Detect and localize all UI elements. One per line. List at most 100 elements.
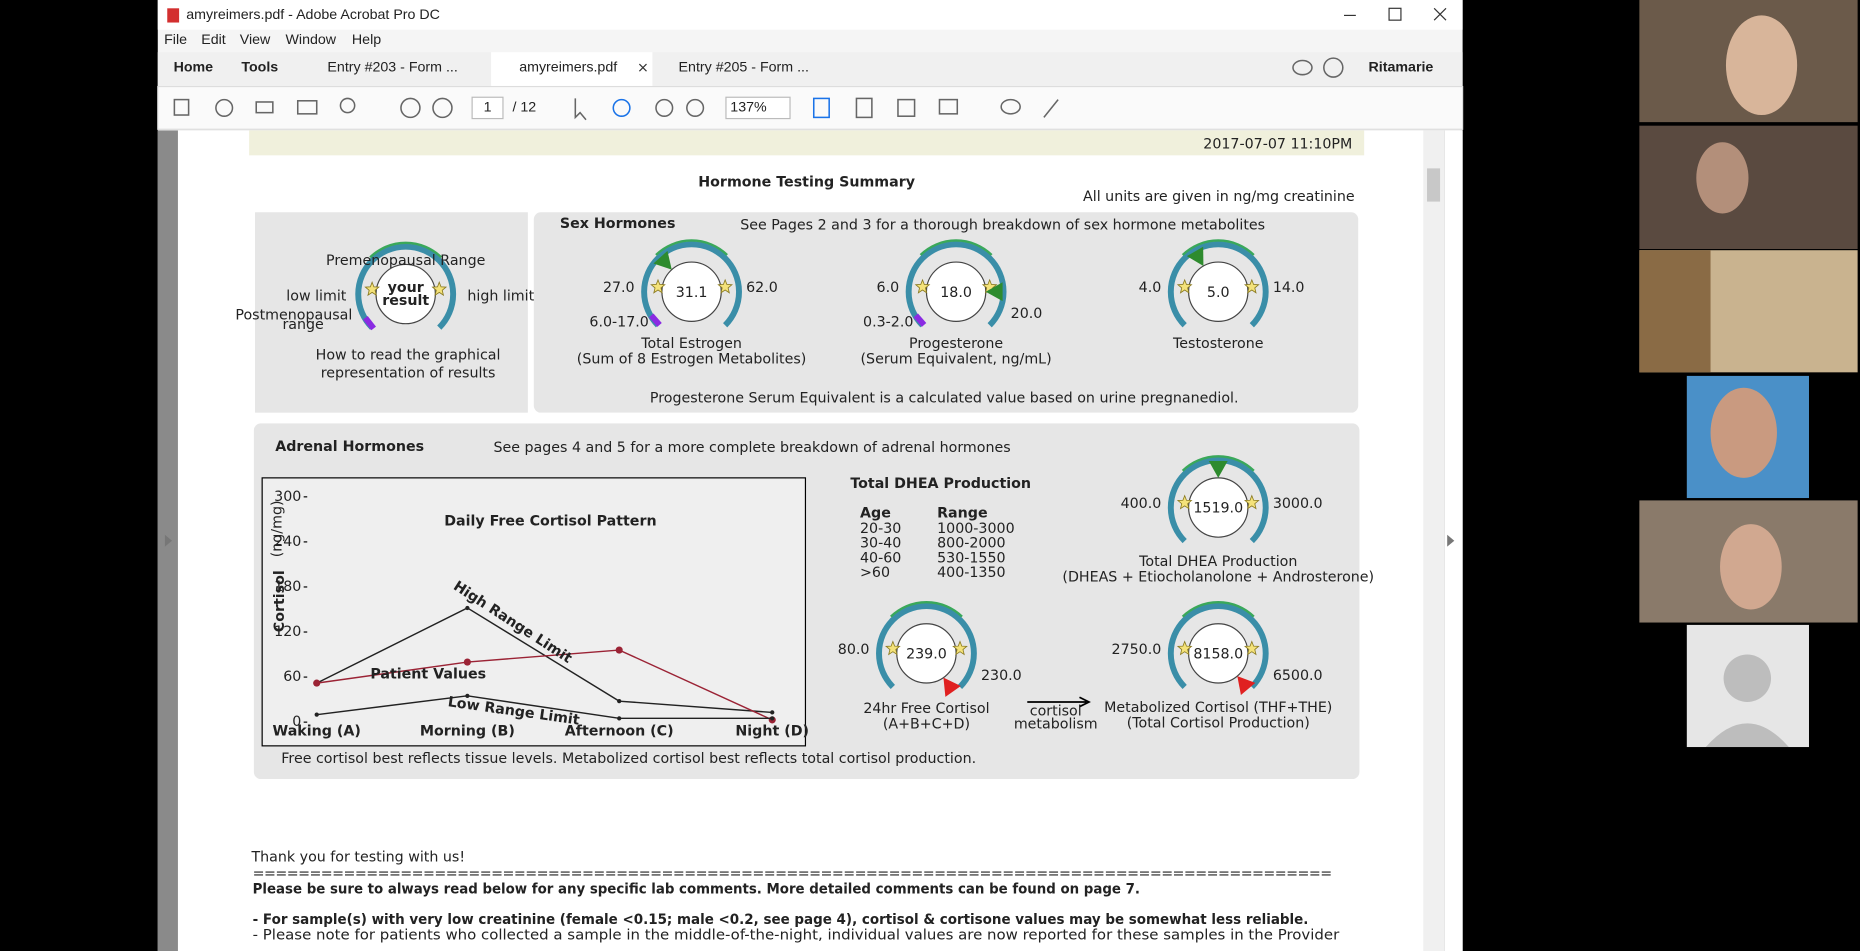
table-cell: 400-1350 (937, 565, 1005, 581)
closing-line: - Please note for patients who collected… (253, 928, 1340, 944)
table-cell: >60 (860, 565, 890, 581)
gauge-sub: (Total Cortisol Production) (1127, 715, 1310, 731)
data-point (770, 710, 774, 714)
post-range: 0.3-2.0 (863, 315, 913, 331)
gauge-sub: (DHEAS + Etiocholanolone + Androsterone) (1062, 569, 1374, 585)
table-cell: 530-1550 (937, 550, 1005, 566)
gauge-name: 24hr Free Cortisol (863, 701, 989, 717)
gauge-low: 27.0 (603, 280, 635, 296)
legend-post: range (282, 317, 323, 333)
legend-range: Premenopausal Range (326, 253, 485, 269)
home-tab[interactable]: Home (174, 59, 214, 75)
data-point (464, 659, 471, 666)
zoom-level: 137% (730, 100, 767, 116)
gauge-low: 6.0 (877, 280, 900, 296)
gauge-high: 3000.0 (1273, 496, 1323, 512)
participant (1711, 388, 1777, 478)
table-header: Age (860, 505, 891, 521)
gauge-high: 14.0 (1273, 280, 1305, 296)
section-subtitle: See pages 4 and 5 for a more complete br… (493, 440, 1010, 456)
section-note: Progesterone Serum Equivalent is a calcu… (650, 390, 1239, 406)
gauge-name: Progesterone (909, 336, 1003, 352)
units-note: All units are given in ng/mg creatinine (1083, 189, 1355, 205)
data-point (313, 680, 320, 687)
gauge-high: 20.0 (1011, 306, 1043, 322)
section-subtitle: See Pages 2 and 3 for a thorough breakdo… (740, 217, 1265, 233)
x-tick-label: Waking (A) (273, 724, 361, 740)
doc-title: Hormone Testing Summary (698, 175, 915, 191)
gauge-sub: (Sum of 8 Estrogen Metabolites) (577, 351, 807, 367)
gauge-value: 31.1 (676, 285, 708, 301)
participant (1720, 524, 1782, 609)
participant (1696, 142, 1748, 213)
y-tick-label: 60 (283, 669, 301, 685)
data-point (617, 699, 621, 703)
legend-low: low limit (286, 288, 347, 304)
gauge-value: 5.0 (1207, 285, 1230, 301)
gauge-high: 230.0 (981, 668, 1022, 684)
x-tick-label: Afternoon (C) (565, 724, 674, 740)
gauge-value: 1519.0 (1193, 501, 1243, 517)
table-cell: 30-40 (860, 536, 901, 552)
header-band (249, 130, 1364, 155)
table-cell: 20-30 (860, 521, 901, 537)
legend-center: result (382, 293, 429, 309)
y-tick-label: 180 (274, 579, 301, 595)
data-point (617, 716, 621, 720)
gauge-high: 6500.0 (1273, 668, 1323, 684)
table-title: Total DHEA Production (850, 476, 1031, 492)
data-point (315, 712, 319, 716)
scroll-thumb[interactable] (1427, 168, 1440, 201)
tools-tab[interactable]: Tools (241, 59, 278, 75)
avatar-head (1724, 655, 1771, 702)
menu-item[interactable]: File (164, 32, 187, 48)
page-count: / 12 (512, 100, 536, 116)
closing-line: - For sample(s) with very low creatinine… (253, 912, 1309, 928)
gauge-value: 239.0 (906, 647, 947, 663)
app-icon (167, 8, 179, 22)
table-cell: 800-2000 (937, 536, 1005, 552)
menu-item[interactable]: Window (285, 32, 336, 48)
user-name[interactable]: Ritamarie (1369, 59, 1434, 75)
section-title: Adrenal Hormones (275, 439, 424, 455)
gauge-high: 62.0 (746, 280, 778, 296)
gauge-value: 8158.0 (1193, 647, 1243, 663)
y-tick-label: 120 (274, 624, 301, 640)
table-cell: 1000-3000 (937, 521, 1015, 537)
gauge-low: 80.0 (838, 642, 870, 658)
data-point (770, 716, 774, 720)
video-tile[interactable] (1639, 126, 1857, 249)
y-tick-label: 240 (274, 534, 301, 550)
document-tab[interactable]: amyreimers.pdf (519, 59, 617, 75)
door (1639, 250, 1710, 372)
document-tab[interactable]: Entry #205 - Form ... (679, 59, 809, 75)
gauge-low: 2750.0 (1112, 642, 1162, 658)
arrow-label: metabolism (1014, 717, 1098, 733)
menu-item[interactable]: View (240, 32, 271, 48)
series-label: Patient Values (370, 667, 486, 683)
data-point (616, 646, 623, 653)
table-cell: 40-60 (860, 550, 901, 566)
window-title: amyreimers.pdf - Adobe Acrobat Pro DC (186, 7, 440, 23)
scrollbar[interactable] (1423, 130, 1444, 951)
closing-line: Please be sure to always read below for … (253, 881, 1140, 897)
menu-item[interactable]: Help (352, 32, 381, 48)
gauge-low: 400.0 (1121, 496, 1162, 512)
legend-high: high limit (467, 288, 534, 304)
gauge-value: 18.0 (940, 285, 972, 301)
menu-item[interactable]: Edit (201, 32, 226, 48)
participant (1726, 15, 1797, 115)
y-tick-label: 300 (274, 489, 301, 505)
page-number: 1 (484, 100, 492, 116)
document-tab[interactable]: Entry #203 - Form ... (327, 59, 457, 75)
gauge-name: Testosterone (1172, 336, 1263, 352)
gauge-name: Total Estrogen (640, 336, 742, 352)
legend-caption: representation of results (321, 366, 496, 382)
post-range: 6.0-17.0 (589, 315, 648, 331)
section-title: Sex Hormones (560, 216, 676, 232)
x-tick-label: Morning (B) (420, 724, 515, 740)
table-header: Range (937, 505, 988, 521)
data-point (465, 606, 469, 610)
